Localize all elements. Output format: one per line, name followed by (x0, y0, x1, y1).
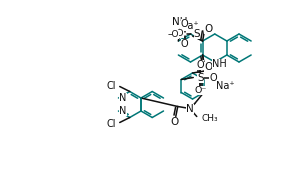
Text: Na⁺: Na⁺ (180, 21, 199, 31)
Text: O: O (181, 19, 188, 29)
Text: O: O (209, 73, 217, 83)
Text: –O: –O (173, 28, 185, 37)
Text: NH₂: NH₂ (171, 17, 191, 27)
Text: S: S (197, 73, 203, 83)
Text: O: O (196, 60, 204, 70)
Text: Cl: Cl (107, 80, 117, 91)
Text: O: O (181, 39, 188, 49)
Text: –O: –O (167, 29, 179, 39)
Text: CH₃: CH₃ (202, 114, 218, 123)
Text: NH: NH (212, 59, 226, 69)
Text: O⁻: O⁻ (194, 86, 206, 95)
Text: Cl: Cl (107, 118, 117, 129)
Text: Na⁺: Na⁺ (216, 80, 235, 91)
Text: N: N (119, 93, 127, 103)
Text: S: S (194, 29, 200, 39)
Text: N: N (186, 104, 194, 113)
Text: O: O (204, 62, 213, 72)
Text: O: O (204, 24, 213, 34)
Text: N: N (119, 106, 127, 116)
Text: O: O (171, 117, 179, 126)
